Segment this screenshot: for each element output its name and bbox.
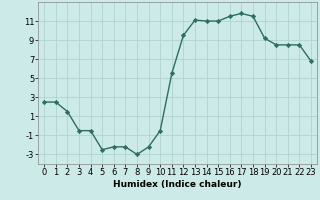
X-axis label: Humidex (Indice chaleur): Humidex (Indice chaleur) — [113, 180, 242, 189]
